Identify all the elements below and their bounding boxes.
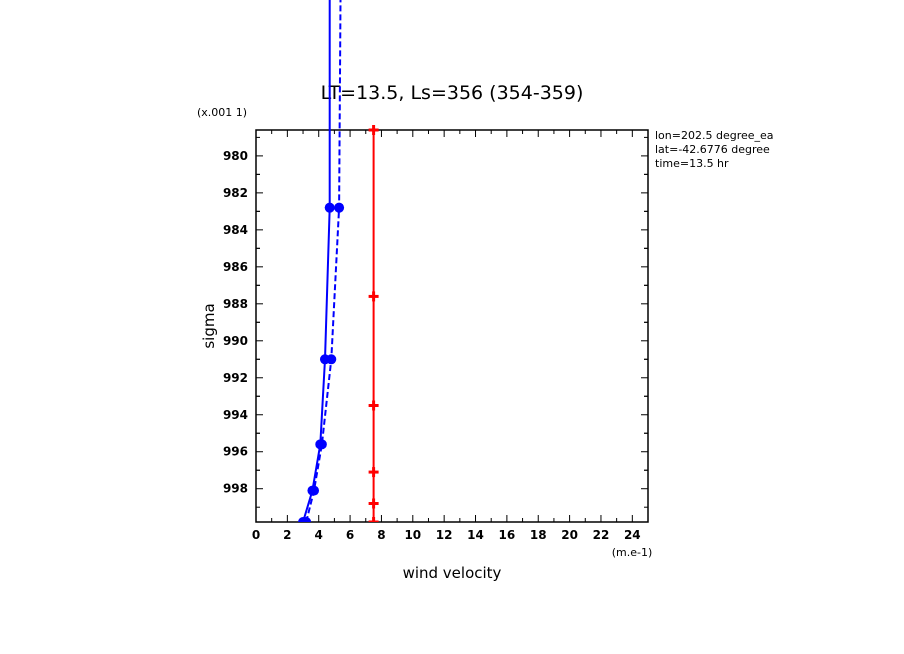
series-line-0: [302, 0, 331, 522]
x-tick-label: 18: [530, 528, 547, 542]
series-marker: [368, 125, 379, 135]
x-tick-label: 8: [377, 528, 385, 542]
series-marker: [368, 467, 379, 478]
annotation-time: time=13.5 hr: [655, 157, 729, 170]
x-tick-label: 16: [499, 528, 516, 542]
annotation-lat: lat=-42.6776 degree: [655, 143, 770, 156]
y-tick-label: 982: [223, 186, 248, 200]
x-axis-title: wind velocity: [403, 564, 502, 582]
y-tick-label: 994: [223, 408, 248, 422]
x-tick-label: 14: [467, 528, 484, 542]
y-axis-title: sigma: [200, 303, 218, 348]
y-tick-label: 980: [223, 149, 248, 163]
x-tick-label: 0: [252, 528, 260, 542]
x-tick-label: 22: [593, 528, 610, 542]
series-marker: [368, 517, 379, 522]
x-unit-label: (m.e-1): [612, 546, 653, 559]
series-line-1: [305, 0, 342, 522]
y-unit-label: (x.001 1): [197, 106, 247, 119]
x-tick-label: 4: [315, 528, 323, 542]
series-marker: [368, 400, 379, 411]
x-axis-ticks: 0 2 4 6 8 10 12 14 16 18 20 22 24: [252, 130, 641, 542]
x-tick-label: 2: [283, 528, 291, 542]
series-marker: [309, 485, 320, 496]
y-tick-label: 992: [223, 371, 248, 385]
x-tick-label: 24: [624, 528, 641, 542]
series-marker: [368, 498, 379, 509]
x-tick-label: 20: [561, 528, 578, 542]
y-tick-label: 984: [223, 223, 248, 237]
y-tick-label: 996: [223, 445, 248, 459]
x-tick-label: 6: [346, 528, 354, 542]
x-tick-label: 12: [436, 528, 453, 542]
series-marker: [324, 202, 335, 213]
chart-title: LT=13.5, Ls=356 (354-359): [321, 82, 584, 104]
series-marker: [301, 517, 312, 522]
series-marker: [334, 202, 345, 213]
series-marker: [316, 439, 327, 450]
y-tick-label: 986: [223, 260, 248, 274]
series-marker: [368, 291, 379, 302]
y-tick-label: 990: [223, 334, 248, 348]
x-tick-label: 10: [404, 528, 421, 542]
series-layer: [298, 0, 379, 522]
y-axis-ticks: 980 982 984 986 988 990 992 994 996 998: [223, 136, 648, 508]
annotation-mask: [780, 128, 904, 178]
y-tick-label: 988: [223, 297, 248, 311]
plot-frame: [255, 129, 649, 523]
y-tick-label: 998: [223, 482, 248, 496]
series-marker: [326, 354, 337, 365]
annotation-lon: lon=202.5 degree_ea: [655, 129, 774, 142]
